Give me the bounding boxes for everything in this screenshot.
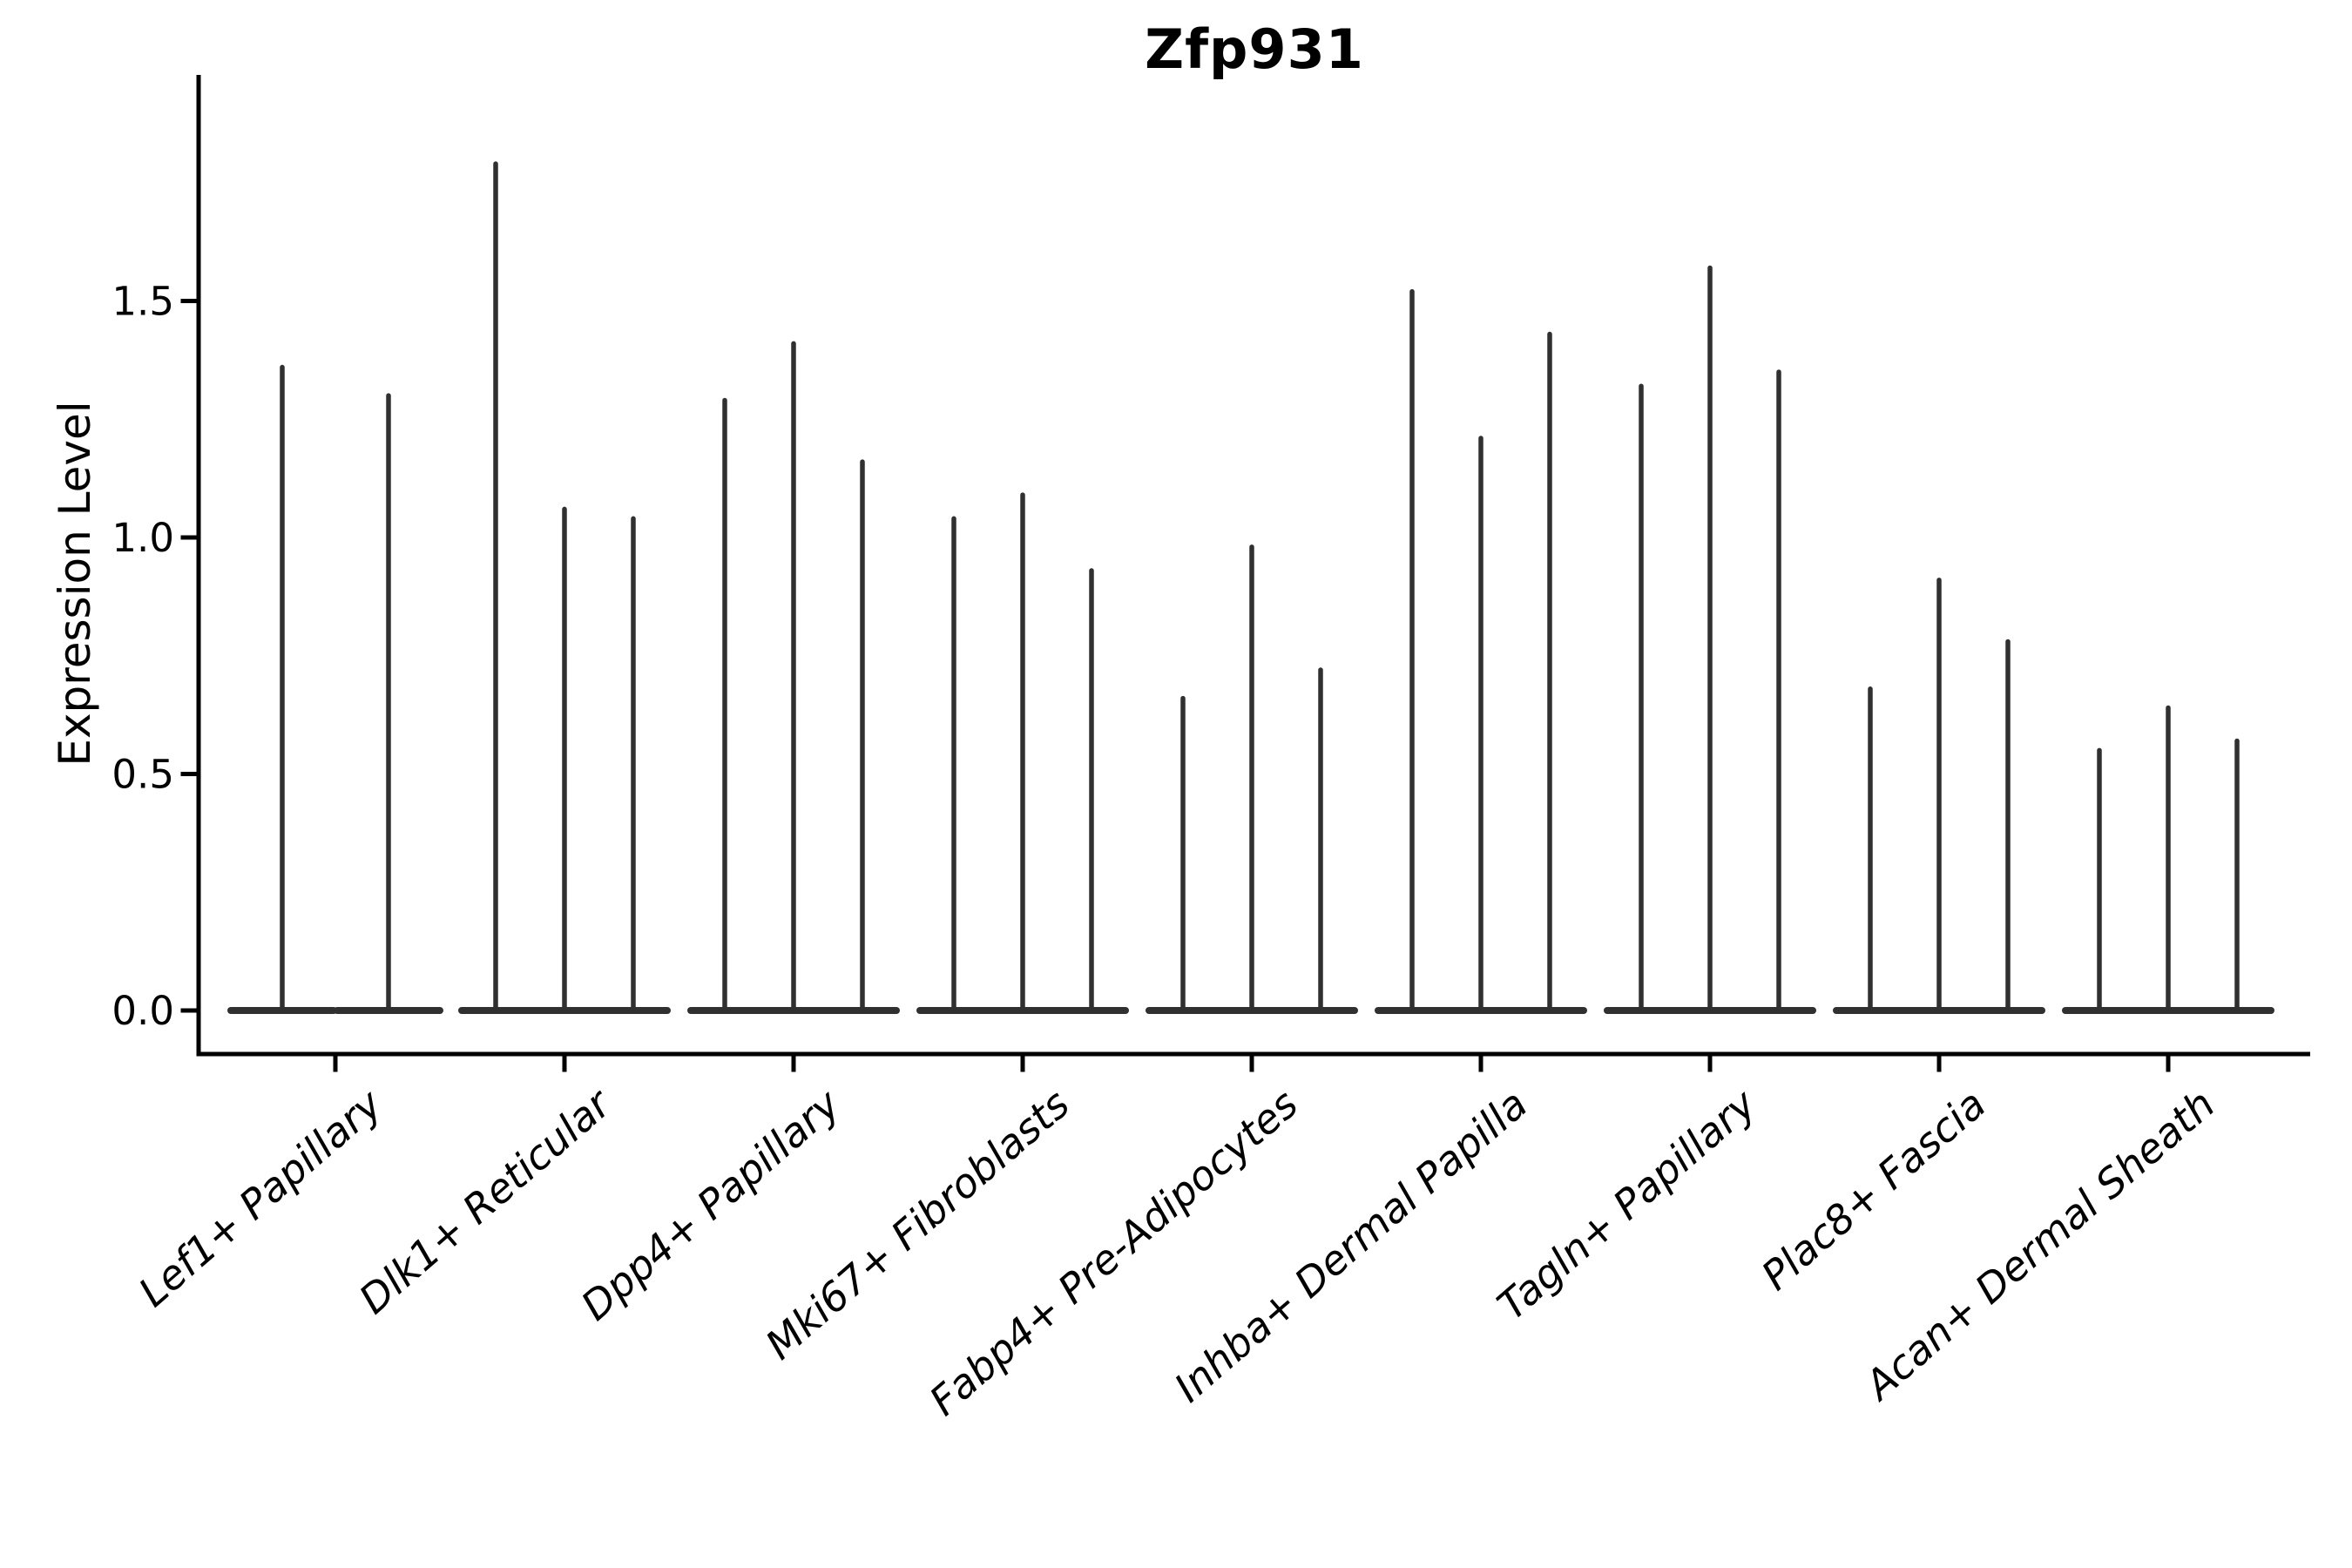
- y-tick-label: 0.5: [112, 752, 174, 798]
- y-tick-label: 1.0: [112, 515, 174, 561]
- y-tick-label: 0.0: [112, 988, 174, 1034]
- chart-title: Zfp931: [1145, 17, 1364, 81]
- y-tick-label: 1.5: [112, 279, 174, 325]
